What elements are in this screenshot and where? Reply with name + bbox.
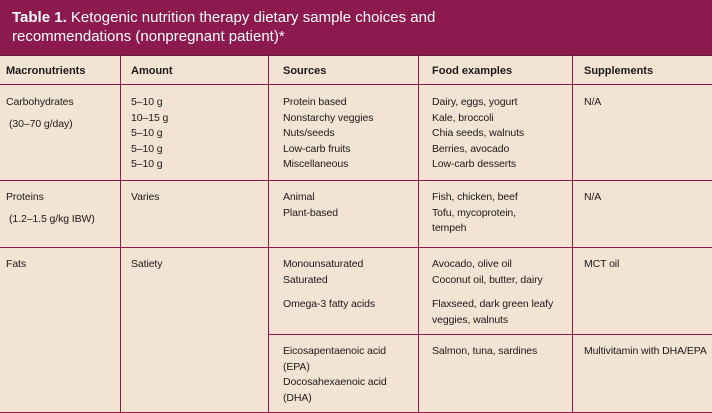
supplement-item: N/A [584, 96, 602, 108]
column-divider [268, 55, 269, 413]
amount-proteins: Varies [131, 190, 159, 206]
amount-value: 5–10 g [131, 158, 163, 170]
amount-value: Varies [131, 191, 160, 203]
source-item: Docosahexaenoic acid [283, 376, 387, 388]
sources-fats: Monounsaturated Saturated Omega-3 fatty … [283, 257, 375, 313]
macro-name: Carbohydrates [6, 96, 74, 108]
food-item: Chia seeds, walnuts [432, 127, 525, 139]
food-item: Coconut oil, butter, dairy [432, 273, 543, 286]
amount-value: 5–10 g [131, 96, 163, 108]
title-line-2: recommendations (nonpregnant patient)* [12, 28, 285, 45]
source-item: Saturated [283, 273, 328, 286]
source-item: Omega-3 fatty acids [283, 298, 376, 310]
food-item: Tofu, mycoprotein, [432, 206, 516, 219]
source-item: Nonstarchy veggies [283, 111, 374, 124]
header-supplements: Supplements [584, 65, 654, 77]
source-item: Protein based [283, 96, 347, 108]
food-item: Berries, avocado [432, 142, 510, 155]
amount-fats: Satiety [131, 257, 163, 273]
macro-proteins: Proteins (1.2–1.5 g/kg IBW) [6, 190, 95, 227]
title-text-1: Ketogenic nutrition therapy dietary samp… [70, 9, 436, 26]
amount-value: 10–15 g [131, 111, 169, 124]
foods-omega3-sub: Salmon, tuna, sardines [432, 344, 537, 360]
column-divider [120, 55, 121, 413]
supplement-item: MCT oil [584, 258, 620, 270]
header-food-examples: Food examples [432, 65, 513, 77]
header-macronutrients: Macronutrients [6, 65, 86, 77]
supplement-item: N/A [584, 191, 602, 203]
foods-fats: Avocado, olive oil Coconut oil, butter, … [432, 257, 553, 328]
source-item: Animal [283, 191, 315, 203]
food-item: Dairy, eggs, yogurt [432, 96, 518, 108]
source-item: Low-carb fruits [283, 142, 351, 155]
macro-fats: Fats [6, 257, 26, 273]
amount-value: 5–10 g [131, 142, 163, 155]
table-body [0, 85, 712, 413]
macro-name: Fats [6, 258, 27, 270]
supplements-fats: MCT oil [584, 257, 619, 273]
food-item: tempeh [432, 222, 467, 234]
macro-name: Proteins [6, 191, 44, 203]
macro-note: (30–70 g/day) [9, 117, 73, 130]
supplements-carbohydrates: N/A [584, 95, 601, 111]
macro-note: (1.2–1.5 g/kg IBW) [9, 212, 95, 225]
source-item: (EPA) [283, 360, 310, 373]
food-item: Flaxseed, dark green leafy [432, 298, 554, 310]
supplements-omega3-sub: Multivitamin with DHA/EPA [584, 344, 707, 360]
table-label: Table 1. [12, 9, 67, 26]
source-item: (DHA) [283, 391, 312, 404]
food-item: veggies, walnuts [432, 313, 509, 326]
row-divider [0, 247, 712, 248]
sources-proteins: Animal Plant-based [283, 190, 338, 221]
column-divider [572, 55, 573, 413]
food-item: Kale, broccoli [432, 111, 494, 124]
source-item: Miscellaneous [283, 158, 349, 170]
table-title: Table 1. Ketogenic nutrition therapy die… [0, 0, 712, 55]
source-item: Eicosapentaenoic acid [283, 345, 386, 357]
food-item: Low-carb desserts [432, 158, 517, 170]
source-item: Plant-based [283, 206, 338, 219]
row-divider [0, 180, 712, 181]
title-line-1: Table 1. Ketogenic nutrition therapy die… [12, 8, 700, 27]
amount-value: Satiety [131, 258, 163, 270]
amount-value: 5–10 g [131, 127, 163, 139]
header-amount: Amount [131, 65, 173, 77]
source-item: Nuts/seeds [283, 127, 335, 139]
supplement-item: Multivitamin with DHA/EPA [584, 345, 707, 357]
sources-omega3-sub: Eicosapentaenoic acid (EPA) Docosahexaen… [283, 344, 387, 406]
foods-carbohydrates: Dairy, eggs, yogurt Kale, broccoli Chia … [432, 95, 524, 173]
sources-carbohydrates: Protein based Nonstarchy veggies Nuts/se… [283, 95, 374, 173]
row-divider [268, 334, 712, 335]
macro-carbohydrates: Carbohydrates (30–70 g/day) [6, 95, 74, 132]
column-divider [418, 55, 419, 413]
table-header-row: Macronutrients Amount Sources Food examp… [0, 55, 712, 85]
food-item: Fish, chicken, beef [432, 191, 518, 203]
amount-carbohydrates: 5–10 g 10–15 g 5–10 g 5–10 g 5–10 g [131, 95, 168, 173]
food-item: Salmon, tuna, sardines [432, 345, 538, 357]
supplements-proteins: N/A [584, 190, 601, 206]
food-item: Avocado, olive oil [432, 258, 512, 270]
foods-proteins: Fish, chicken, beef Tofu, mycoprotein, t… [432, 190, 518, 237]
source-item: Monounsaturated [283, 258, 364, 270]
header-sources: Sources [283, 65, 327, 77]
